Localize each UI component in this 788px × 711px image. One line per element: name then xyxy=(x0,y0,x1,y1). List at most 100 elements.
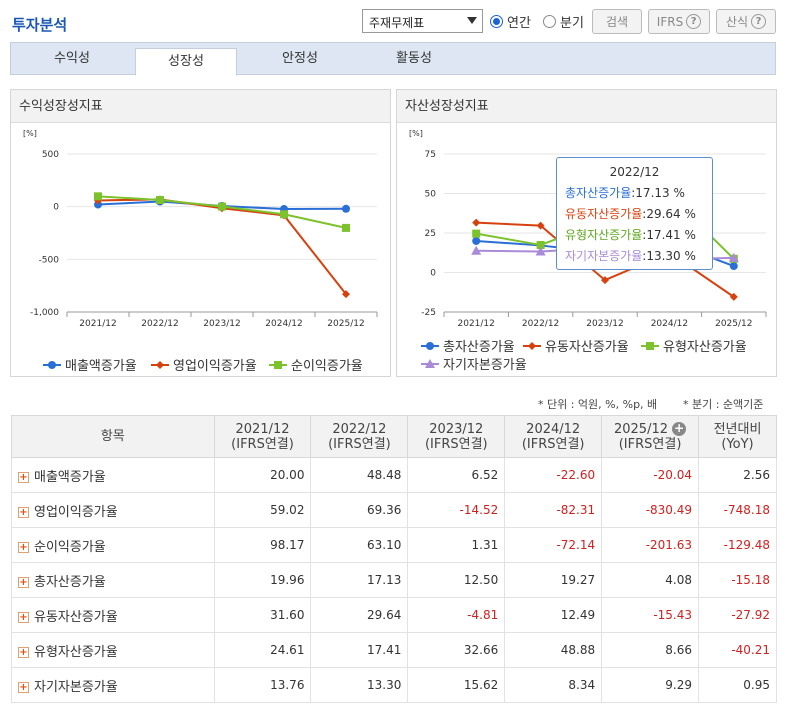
x-tick-label: 2024/12 xyxy=(265,319,302,329)
table-cell: -22.60 xyxy=(504,457,603,493)
y-tick-label: -500 xyxy=(39,255,60,265)
column-header-sub: (IFRS연결) xyxy=(231,436,294,452)
tooltip-label: 총자산증가율 xyxy=(565,186,632,200)
radio-annual[interactable]: 연간 xyxy=(490,12,531,31)
data-point xyxy=(472,218,481,227)
expand-icon[interactable]: + xyxy=(18,541,29,553)
question-icon: ? xyxy=(751,14,767,29)
tab-growth[interactable]: 성장성 xyxy=(135,48,237,76)
table-cell: 17.41 xyxy=(310,632,409,668)
table-cell: 69.36 xyxy=(310,492,409,528)
data-point xyxy=(472,229,481,238)
data-point xyxy=(646,342,654,350)
plus-circle-icon[interactable]: + xyxy=(672,420,687,436)
data-point xyxy=(536,240,545,249)
table-cell: 31.60 xyxy=(213,597,312,633)
column-header-label: 2024/12 xyxy=(526,421,581,437)
data-point xyxy=(342,290,350,299)
expand-icon[interactable]: + xyxy=(18,506,29,518)
x-tick-label: 2023/12 xyxy=(203,319,240,329)
expand-icon[interactable]: + xyxy=(18,611,29,623)
tooltip-label: 유동자산증가율 xyxy=(565,207,643,221)
table-cell: 98.17 xyxy=(213,527,312,563)
table-cell: -20.04 xyxy=(601,457,700,493)
x-tick-label: 2024/12 xyxy=(651,319,688,329)
row-label[interactable]: + 영업이익증가율 xyxy=(11,492,215,528)
chart-title: 수익성장성지표 xyxy=(11,90,390,123)
data-point xyxy=(48,361,56,369)
tab-stability[interactable]: 안정성 xyxy=(282,51,318,66)
question-icon: ? xyxy=(686,14,702,29)
page-title: 투자분석 xyxy=(12,16,68,34)
table-cell: 6.52 xyxy=(407,457,506,493)
table-cell: 29.64 xyxy=(310,597,409,633)
tooltip-value: :17.13 % xyxy=(631,186,685,200)
statement-select[interactable]: 주재무제표 xyxy=(362,9,483,33)
legend-label: 순이익증가율 xyxy=(291,359,363,374)
column-header: 항목 xyxy=(11,415,215,458)
table-cell: 48.88 xyxy=(504,632,603,668)
table-cell: -201.63 xyxy=(601,527,700,563)
tab-activity[interactable]: 활동성 xyxy=(396,51,432,66)
series-line xyxy=(97,198,347,295)
row-name: 유동자산증가율 xyxy=(34,609,118,625)
toolbar: 투자분석 주재무제표 연간 분기 검색 IFRS ? 산식 ? xyxy=(0,0,788,42)
table-cell: 12.49 xyxy=(504,597,603,633)
tab-profitability[interactable]: 수익성 xyxy=(54,51,90,66)
x-tick-label: 2021/12 xyxy=(79,319,116,329)
chart-title: 자산성장성지표 xyxy=(397,90,776,123)
expand-icon[interactable]: + xyxy=(18,576,29,588)
column-header-sub: (YoY) xyxy=(721,436,754,452)
radio-checked-icon xyxy=(490,15,503,28)
row-name: 유형자산증가율 xyxy=(34,644,118,660)
row-label[interactable]: + 유형자산증가율 xyxy=(11,632,215,668)
ifrs-label: IFRS xyxy=(656,14,684,29)
data-point xyxy=(426,342,434,350)
table-cell: 12.50 xyxy=(407,562,506,598)
row-label[interactable]: + 유동자산증가율 xyxy=(11,597,215,633)
expand-icon[interactable]: + xyxy=(18,646,29,658)
statement-select-value: 주재무제표 xyxy=(369,16,425,30)
column-header-sub: (IFRS연결) xyxy=(618,436,682,452)
data-point xyxy=(342,223,350,232)
row-label[interactable]: + 순이익증가율 xyxy=(11,527,215,563)
legend-label: 자기자본증가율 xyxy=(443,358,527,373)
radio-quarter[interactable]: 분기 xyxy=(543,12,584,31)
data-point xyxy=(156,361,164,369)
column-header: 전년대비 (YoY) xyxy=(698,415,777,458)
legend-label: 총자산증가율 xyxy=(443,340,515,355)
row-label[interactable]: + 매출액증가율 xyxy=(11,457,215,493)
axis-unit: [%] xyxy=(23,129,37,138)
y-tick-label: 25 xyxy=(425,229,436,239)
ifrs-help-button[interactable]: IFRS ? xyxy=(648,9,710,34)
search-button[interactable]: 검색 xyxy=(592,9,642,34)
table-row: + 영업이익증가율 59.02 69.36 -14.52 -82.31 -830.49 -74… xyxy=(11,492,777,528)
formula-help-button[interactable]: 산식 ? xyxy=(716,9,776,34)
table-cell: -82.31 xyxy=(504,492,603,528)
data-point xyxy=(536,221,545,230)
y-tick-label: -25 xyxy=(421,308,436,318)
table-cell: -15.43 xyxy=(601,597,700,633)
row-name: 자기자본증가율 xyxy=(34,679,118,695)
profit-growth-chart-panel: 수익성장성지표 [%] 500 0 -500 -1,000 2021/12 2022/12 2… xyxy=(10,89,391,377)
tooltip-label: 유형자산증가율 xyxy=(565,228,643,242)
column-header-label: 2023/12 xyxy=(429,421,484,437)
column-header-label: 2021/12 xyxy=(235,421,290,437)
legend-label: 영업이익증가율 xyxy=(173,359,257,374)
table-cell: 9.29 xyxy=(601,667,700,703)
table-row: + 유형자산증가율 24.61 17.41 32.66 48.88 8.66 -40.21 xyxy=(11,632,777,668)
row-label[interactable]: + 자기자본증가율 xyxy=(11,667,215,703)
table-cell: -748.18 xyxy=(698,492,777,528)
table-cell: 15.62 xyxy=(407,667,506,703)
table-row: + 매출액증가율 20.00 48.48 6.52 -22.60 -20.04 2.56 xyxy=(11,457,777,493)
chart-tooltip: 2022/12 총자산증가율:17.13 % 유동자산증가율:29.64 % 유… xyxy=(556,157,713,270)
data-point xyxy=(425,359,435,368)
data-point xyxy=(94,192,102,201)
y-tick-label: 50 xyxy=(425,190,437,200)
data-point xyxy=(528,342,536,350)
table-cell: 1.31 xyxy=(407,527,506,563)
table-cell: 0.95 xyxy=(698,667,777,703)
expand-icon[interactable]: + xyxy=(18,681,29,693)
row-label[interactable]: + 총자산증가율 xyxy=(11,562,215,598)
expand-icon[interactable]: + xyxy=(18,471,29,483)
